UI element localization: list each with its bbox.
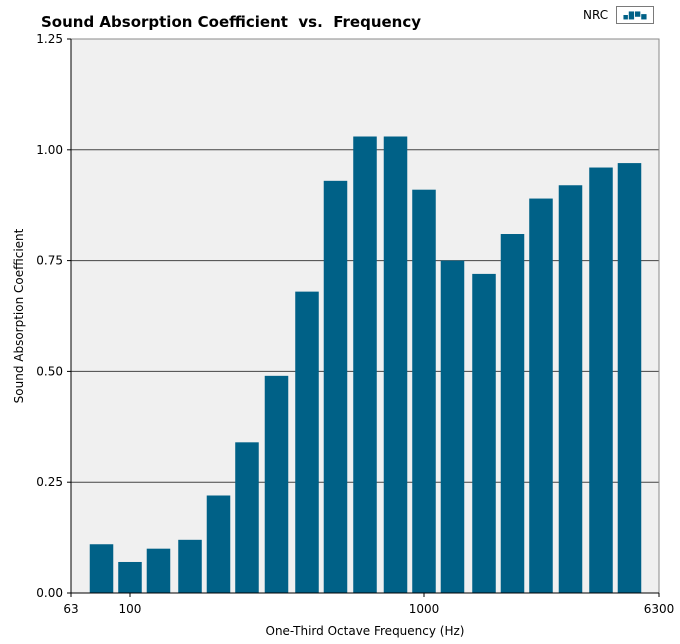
bar — [118, 561, 142, 593]
bar — [558, 185, 583, 594]
bar — [383, 136, 408, 593]
tick-labels: 0.00 0.25 0.50 0.75 1.00 1.25 63 100 1000 6300 — [36, 32, 674, 616]
bar — [412, 189, 436, 594]
bar — [323, 180, 348, 593]
legend: NRC — [583, 4, 655, 26]
bar — [235, 442, 259, 593]
y-tick-label: 0.75 — [36, 254, 63, 268]
y-axis-label: Sound Absorption Coefficient — [12, 228, 26, 403]
x-tick-label: 1000 — [409, 602, 440, 616]
y-tick-label: 1.25 — [36, 32, 63, 46]
bar — [295, 291, 319, 593]
bar — [529, 198, 553, 593]
legend-swatch-icon — [616, 6, 655, 24]
chart-title: Sound Absorption Coefficient vs. Frequen… — [41, 13, 422, 31]
bar — [146, 548, 171, 593]
axes — [70, 38, 660, 594]
y-tick-label: 0.25 — [36, 475, 63, 489]
x-tick-label: 100 — [119, 602, 142, 616]
x-tick-label: 63 — [63, 602, 78, 616]
bar — [178, 539, 202, 593]
x-tick-label: 6300 — [644, 602, 675, 616]
y-tick-label: 0.50 — [36, 364, 63, 378]
legend-label: NRC — [583, 8, 609, 22]
bar — [89, 544, 114, 593]
bar — [353, 136, 377, 593]
bar — [500, 234, 525, 593]
y-tick-label: 1.00 — [36, 143, 63, 157]
y-tick-label: 0.00 — [36, 586, 63, 600]
bar — [589, 167, 613, 593]
bar — [617, 163, 642, 593]
bar — [264, 375, 289, 593]
bar — [472, 273, 496, 593]
x-axis-label: One-Third Octave Frequency (Hz) — [266, 624, 465, 638]
bars — [89, 136, 642, 594]
bar — [440, 260, 465, 593]
bar — [206, 495, 231, 593]
